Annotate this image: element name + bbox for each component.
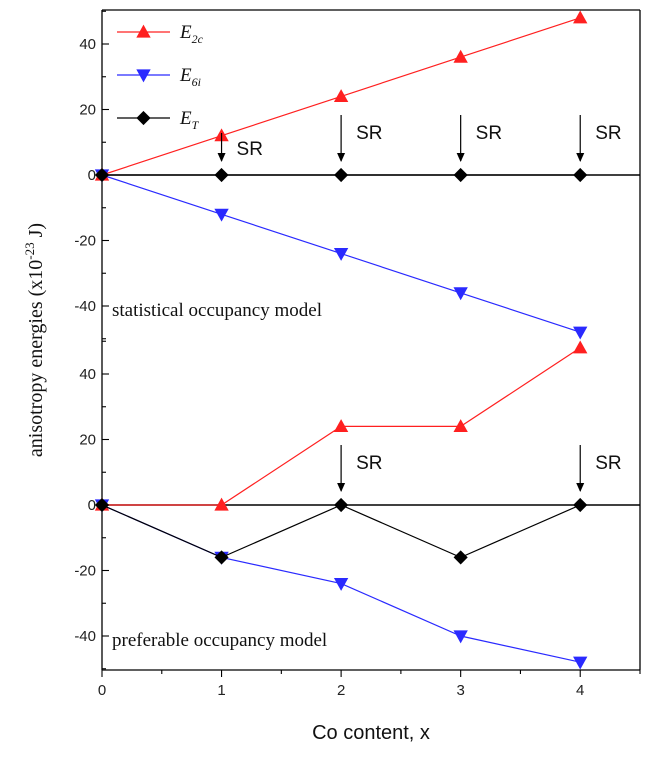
legend-label-E6i: E6i bbox=[179, 65, 201, 89]
marker-E6i-top bbox=[453, 287, 468, 301]
marker-ET-bottom bbox=[94, 497, 110, 513]
y-axis-label-exponent: -23 bbox=[22, 242, 37, 259]
y-axis-label-unit: J) bbox=[25, 223, 47, 242]
y-tick-label-bottom: 20 bbox=[79, 432, 96, 449]
legend-marker-ET bbox=[136, 110, 151, 126]
sr-label: SR bbox=[595, 453, 621, 474]
marker-E6i-bottom bbox=[453, 630, 468, 644]
y-tick-label-bottom: -40 bbox=[74, 628, 96, 645]
legend-label-subscript: 6i bbox=[192, 75, 201, 89]
x-axis: 0 1 2 3 4 bbox=[98, 9, 641, 699]
legend-label-main: E bbox=[179, 65, 192, 86]
marker-ET-bottom bbox=[453, 550, 468, 565]
sr-arrow-head bbox=[337, 153, 346, 162]
sr-label: SR bbox=[356, 453, 382, 474]
legend-label-main: E bbox=[179, 108, 192, 129]
y-tick-label-top: -20 bbox=[74, 233, 96, 250]
x-tick-label: 1 bbox=[217, 682, 225, 699]
marker-ET-top bbox=[573, 167, 588, 183]
marker-E2c-top bbox=[333, 89, 349, 102]
x-tick-label: 2 bbox=[337, 682, 345, 699]
y-tick-label-top: 20 bbox=[79, 102, 96, 119]
sr-arrow-head bbox=[576, 483, 585, 492]
panel-bottom: 40 20 0 -20 -40 SR SR preferable occupancy mode… bbox=[74, 340, 641, 670]
marker-E6i-bottom bbox=[573, 656, 588, 670]
marker-E2c-top bbox=[573, 10, 588, 24]
legend-label-subscript: 2c bbox=[192, 32, 204, 46]
marker-ET-bottom bbox=[573, 497, 588, 513]
marker-ET-top bbox=[94, 167, 110, 183]
model-label-bottom: preferable occupancy model bbox=[112, 630, 327, 651]
marker-ET-top bbox=[453, 167, 468, 183]
y-tick-label-bottom: 40 bbox=[79, 366, 96, 383]
sr-arrow-head bbox=[337, 483, 346, 492]
marker-E6i-top bbox=[214, 208, 229, 222]
legend-label-subscript: T bbox=[192, 118, 200, 132]
marker-E2c-top bbox=[453, 49, 468, 63]
y-tick-label-bottom: -20 bbox=[74, 563, 96, 580]
sr-label: SR bbox=[356, 123, 382, 144]
y-tick-label-bottom: 0 bbox=[88, 497, 96, 514]
legend-label-E2c: E2c bbox=[179, 22, 204, 46]
marker-E6i-top bbox=[333, 247, 349, 261]
marker-ET-top bbox=[214, 167, 229, 183]
x-tick-label: 4 bbox=[576, 682, 584, 699]
marker-E2c-bottom bbox=[453, 419, 468, 433]
x-axis-label: Co content, x bbox=[312, 722, 430, 744]
y-axis-label-main: anisotropy energies (x10 bbox=[25, 260, 47, 457]
y-tick-label-top: 0 bbox=[88, 167, 96, 184]
marker-E2c-bottom bbox=[333, 419, 349, 433]
legend-label-main: E bbox=[179, 22, 192, 43]
marker-E6i-bottom bbox=[333, 578, 349, 591]
panel-top: 40 20 0 -20 -40 SR SR SR SR statistical occupancy… bbox=[74, 10, 641, 340]
y-axis-label: anisotropy energies (x10-23 J) bbox=[22, 223, 47, 457]
marker-ET-top bbox=[334, 167, 349, 183]
marker-ET-bottom bbox=[334, 497, 349, 513]
legend-marker-E6i bbox=[136, 69, 151, 83]
y-tick-label-top: 40 bbox=[79, 36, 96, 53]
sr-label: SR bbox=[595, 123, 621, 144]
model-label-top: statistical occupancy model bbox=[112, 300, 322, 321]
sr-arrow-head bbox=[456, 153, 465, 162]
y-tick-label-top: -40 bbox=[74, 298, 96, 315]
sr-arrow-head bbox=[217, 153, 226, 162]
sr-label: SR bbox=[476, 123, 502, 144]
sr-arrow-head bbox=[576, 153, 585, 162]
x-tick-label: 3 bbox=[456, 682, 464, 699]
sr-label: SR bbox=[237, 139, 263, 160]
marker-E2c-bottom bbox=[573, 340, 588, 354]
legend-label-ET: ET bbox=[179, 108, 200, 132]
marker-E2c-bottom bbox=[214, 497, 229, 511]
legend-marker-E2c bbox=[136, 24, 151, 38]
x-tick-label: 0 bbox=[98, 682, 106, 699]
marker-ET-bottom bbox=[214, 550, 229, 565]
marker-E6i-top bbox=[573, 326, 588, 340]
